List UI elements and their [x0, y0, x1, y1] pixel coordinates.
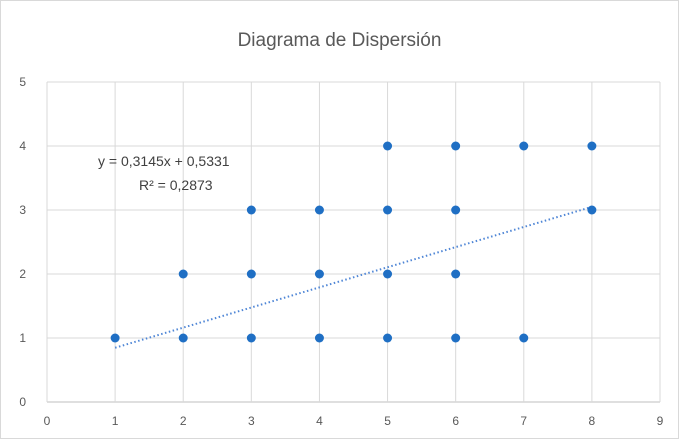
x-tick-label: 0: [44, 414, 51, 428]
y-tick-label: 5: [19, 75, 26, 89]
x-tick-label: 9: [657, 414, 664, 428]
data-point: [587, 141, 597, 151]
x-tick-labels: 0 1 2 3 4 5 6 7 8 9: [44, 414, 664, 428]
data-point: [110, 333, 120, 343]
x-tick-label: 3: [248, 414, 255, 428]
data-point: [314, 205, 324, 215]
x-tick-label: 5: [384, 414, 391, 428]
data-point: [451, 333, 461, 343]
data-point: [178, 333, 188, 343]
data-point: [451, 205, 461, 215]
x-tick-label: 8: [589, 414, 596, 428]
data-point: [246, 205, 256, 215]
trendline: [114, 205, 593, 349]
trendline-group: [114, 205, 593, 349]
data-point: [246, 269, 256, 279]
trendline-equation: y = 0,3145x + 0,5331: [98, 153, 230, 169]
x-tick-label: 1: [112, 414, 119, 428]
data-point: [383, 141, 393, 151]
trendline-r2: R² = 0,2873: [139, 177, 213, 193]
data-point: [519, 333, 529, 343]
x-tick-label: 7: [520, 414, 527, 428]
y-tick-label: 3: [19, 203, 26, 217]
data-point: [383, 333, 393, 343]
data-point: [178, 269, 188, 279]
data-point: [519, 141, 529, 151]
data-point: [383, 269, 393, 279]
data-point: [314, 269, 324, 279]
chart-title: Diagrama de Dispersión: [237, 30, 442, 51]
data-point: [246, 333, 256, 343]
y-tick-labels: 0 1 2 3 4 5: [19, 75, 26, 409]
x-tick-label: 6: [452, 414, 459, 428]
y-tick-label: 4: [19, 139, 26, 153]
data-point: [587, 205, 597, 215]
x-tick-label: 4: [316, 414, 323, 428]
y-tick-label: 0: [19, 395, 26, 409]
data-point: [383, 205, 393, 215]
y-tick-label: 2: [19, 267, 26, 281]
data-point: [451, 269, 461, 279]
x-tick-label: 2: [180, 414, 187, 428]
data-point: [314, 333, 324, 343]
y-tick-label: 1: [19, 331, 26, 345]
data-point: [451, 141, 461, 151]
gridlines: [46, 81, 661, 403]
data-points: [110, 141, 597, 343]
